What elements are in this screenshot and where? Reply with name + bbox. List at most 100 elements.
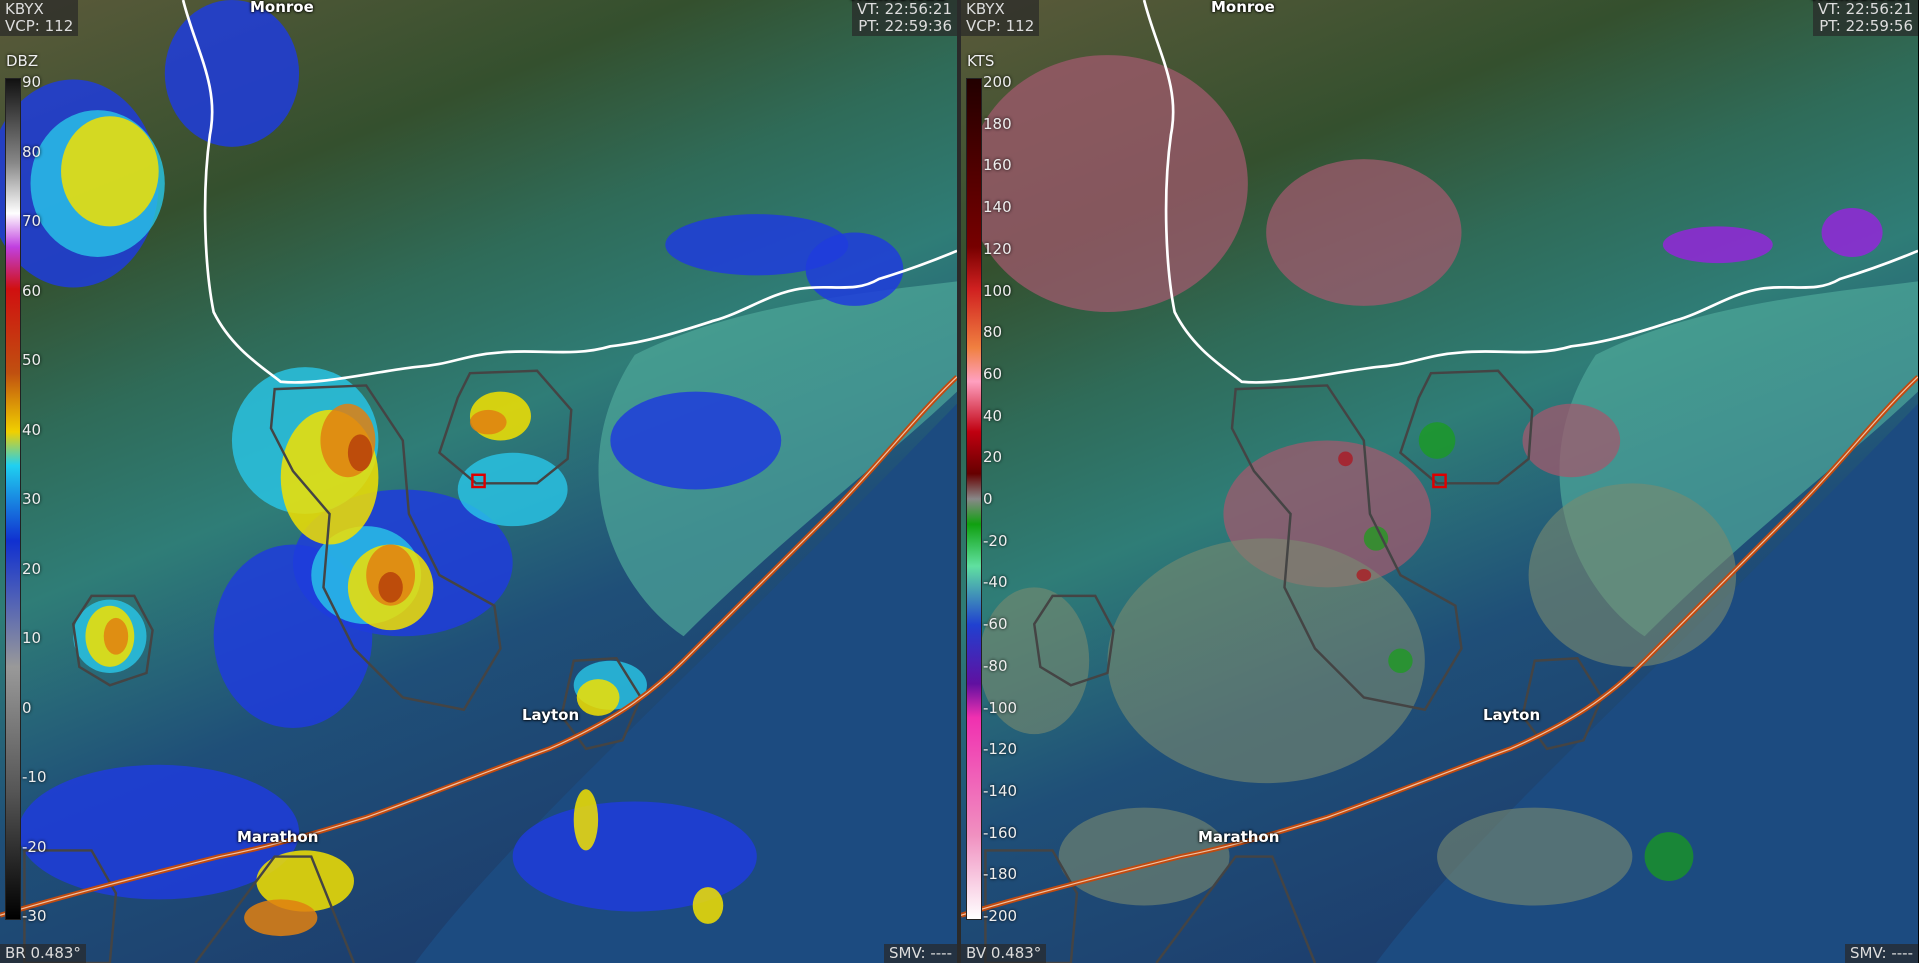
colorbar-tick: 200 (983, 73, 1012, 91)
echo (1266, 159, 1462, 306)
colorbar-tick: -160 (983, 823, 1018, 842)
place-label: Marathon (1198, 828, 1280, 846)
colorbar-tick: 20 (22, 559, 42, 578)
echo (1107, 538, 1425, 784)
county-line (269, 384, 502, 712)
colorbar-tick: -140 (983, 781, 1018, 800)
place-label: Homestead (850, 0, 946, 4)
county-line (1521, 657, 1604, 751)
colorbar-tick: -180 (983, 865, 1018, 884)
colorbar-tick: 120 (983, 239, 1012, 258)
unit: KTS (967, 52, 995, 70)
echo (610, 391, 782, 490)
echo (1418, 422, 1456, 459)
county-line (1230, 384, 1463, 712)
place-label: Monroe (250, 0, 314, 16)
place-label: Marathon (237, 828, 319, 846)
colorbar-tick: 180 (983, 114, 1012, 133)
county-line (1399, 369, 1534, 485)
county-line (438, 369, 573, 485)
echo (979, 587, 1090, 735)
echo (1821, 208, 1883, 257)
place-label: Layton (1483, 706, 1541, 724)
map (961, 0, 1918, 963)
colorbar-tick: 60 (983, 364, 1003, 383)
colorbar-tick: -80 (983, 656, 1008, 675)
colorbar-tick: 30 (22, 490, 42, 508)
place-label: Homestead (1811, 0, 1907, 4)
place-label: Monroe (1211, 0, 1275, 16)
colorbar-tick: 40 (983, 406, 1003, 425)
echo (512, 801, 757, 912)
colorbar-tick: 10 (22, 629, 42, 647)
echo (469, 409, 507, 435)
station: KBYX (5, 0, 44, 18)
echo (103, 617, 129, 655)
storm-motion: SMV: ---- (884, 944, 957, 963)
echo (18, 764, 300, 900)
echo (576, 679, 620, 716)
echo (1338, 451, 1353, 467)
radar-site (1432, 473, 1447, 489)
echo (692, 887, 724, 924)
colorbar-tick: -10 (22, 768, 47, 786)
echo (573, 789, 599, 851)
echo (1644, 832, 1694, 882)
product: BR 0.483° (0, 944, 86, 963)
station: KBYX (966, 0, 1005, 18)
colorbar-tick: 140 (983, 198, 1012, 217)
colorbar (5, 78, 21, 920)
road-edge (0, 376, 957, 916)
colorbar-tick: 20 (983, 448, 1003, 467)
echo (1388, 648, 1413, 673)
road-edge (961, 376, 1918, 916)
product-time: PT: 22:59:56 (1819, 17, 1913, 35)
colorbar-tick: -40 (983, 573, 1008, 592)
product: BV 0.483° (961, 944, 1047, 963)
valid-time: VT: 22:56:21 (1818, 0, 1913, 18)
colorbar-tick: 80 (22, 142, 42, 161)
colorbar-tick: -120 (983, 740, 1018, 759)
echo (378, 572, 403, 603)
station-info: KBYX VCP: 112 (0, 0, 79, 36)
bay-water (598, 281, 957, 637)
county-line (71, 594, 154, 687)
colorbar-tick: -20 (983, 531, 1008, 550)
time-info: VT: 22:56:21 PT: 22:59:56 (1813, 0, 1918, 36)
county-line (194, 855, 356, 963)
colorbar-tick: -30 (22, 907, 47, 925)
coastline (1142, 0, 1918, 384)
colorbar-tick: -20 (22, 837, 47, 856)
colorbar-tick: 60 (22, 281, 42, 300)
colorbar-tick: 50 (22, 351, 42, 369)
radar-panel: KBYX VCP: 112 VT: 22:56:21 PT: 22:59:36 BR 0… (0, 0, 957, 963)
colorbar-tick: 40 (22, 420, 42, 439)
echo (61, 116, 159, 227)
valid-time: VT: 22:56:21 (857, 0, 952, 18)
colorbar-tick: 0 (983, 490, 993, 508)
county-line (1032, 594, 1115, 687)
colorbar (966, 78, 982, 920)
echo (347, 434, 373, 472)
county-line (560, 657, 643, 751)
place-label: Layton (522, 706, 580, 724)
radar-site (471, 473, 486, 489)
echo (1522, 403, 1621, 478)
vcp: VCP: 112 (966, 17, 1035, 35)
storm-motion: SMV: ---- (1845, 944, 1918, 963)
echo (244, 899, 318, 937)
echo (1356, 568, 1372, 582)
echo (1437, 807, 1633, 906)
colorbar-tick: -60 (983, 615, 1008, 634)
unit: DBZ (6, 52, 39, 70)
colorbar-tick: 0 (22, 698, 32, 717)
colorbar-tick: 90 (22, 73, 42, 91)
time-info: VT: 22:56:21 PT: 22:59:36 (852, 0, 957, 36)
product-time: PT: 22:59:36 (858, 17, 952, 35)
echo (256, 850, 354, 912)
echo (164, 0, 300, 147)
colorbar-tick: 80 (983, 323, 1003, 342)
echo (1528, 483, 1737, 667)
echo (1662, 226, 1773, 264)
